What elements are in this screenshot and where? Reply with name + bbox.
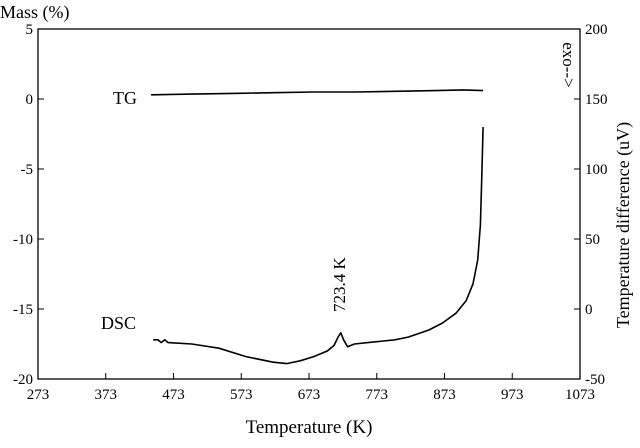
x-axis-label: Temperature (K) (246, 417, 373, 438)
x-tick-label: 673 (298, 387, 321, 403)
left-y-tick-label: -15 (13, 302, 33, 318)
left-axis-label: Mass (%) (0, 2, 70, 23)
left-y-tick-label: -20 (13, 372, 33, 388)
left-y-tick-label: -5 (21, 162, 34, 178)
x-tick-label: 373 (95, 387, 118, 403)
series-label-tg: TG (113, 88, 137, 108)
x-tick-label: 573 (230, 387, 253, 403)
series-line-tg (151, 89, 484, 96)
x-tick-label: 1073 (565, 387, 595, 403)
right-axis-label: Temperature difference (uV) (613, 122, 634, 328)
exo-label: exo--> (559, 42, 578, 87)
right-y-tick-label: 50 (585, 232, 600, 248)
x-tick-label: 873 (433, 387, 456, 403)
right-y-tick-label: 150 (585, 92, 608, 108)
right-y-tick-label: 200 (585, 22, 608, 38)
left-y-tick-label: 0 (26, 92, 34, 108)
left-y-tick-label: -10 (13, 232, 33, 248)
x-tick-label: 973 (501, 387, 524, 403)
right-y-tick-label: 0 (585, 302, 593, 318)
series-layer (151, 89, 484, 365)
x-tick-label: 773 (366, 387, 389, 403)
series-line-dsc (153, 126, 484, 365)
series-label-dsc: DSC (101, 313, 136, 333)
right-y-tick-label: 100 (585, 162, 608, 178)
left-y-tick-label: 5 (26, 22, 34, 38)
peak-annotation: 723.4 K (330, 257, 349, 313)
x-tick-label: 473 (162, 387, 185, 403)
x-tick-label: 273 (27, 387, 50, 403)
ticks: 273 373 473 573 673 773 873 973 107350-5-10-15-2… (13, 22, 608, 403)
right-y-tick-label: -50 (585, 372, 605, 388)
